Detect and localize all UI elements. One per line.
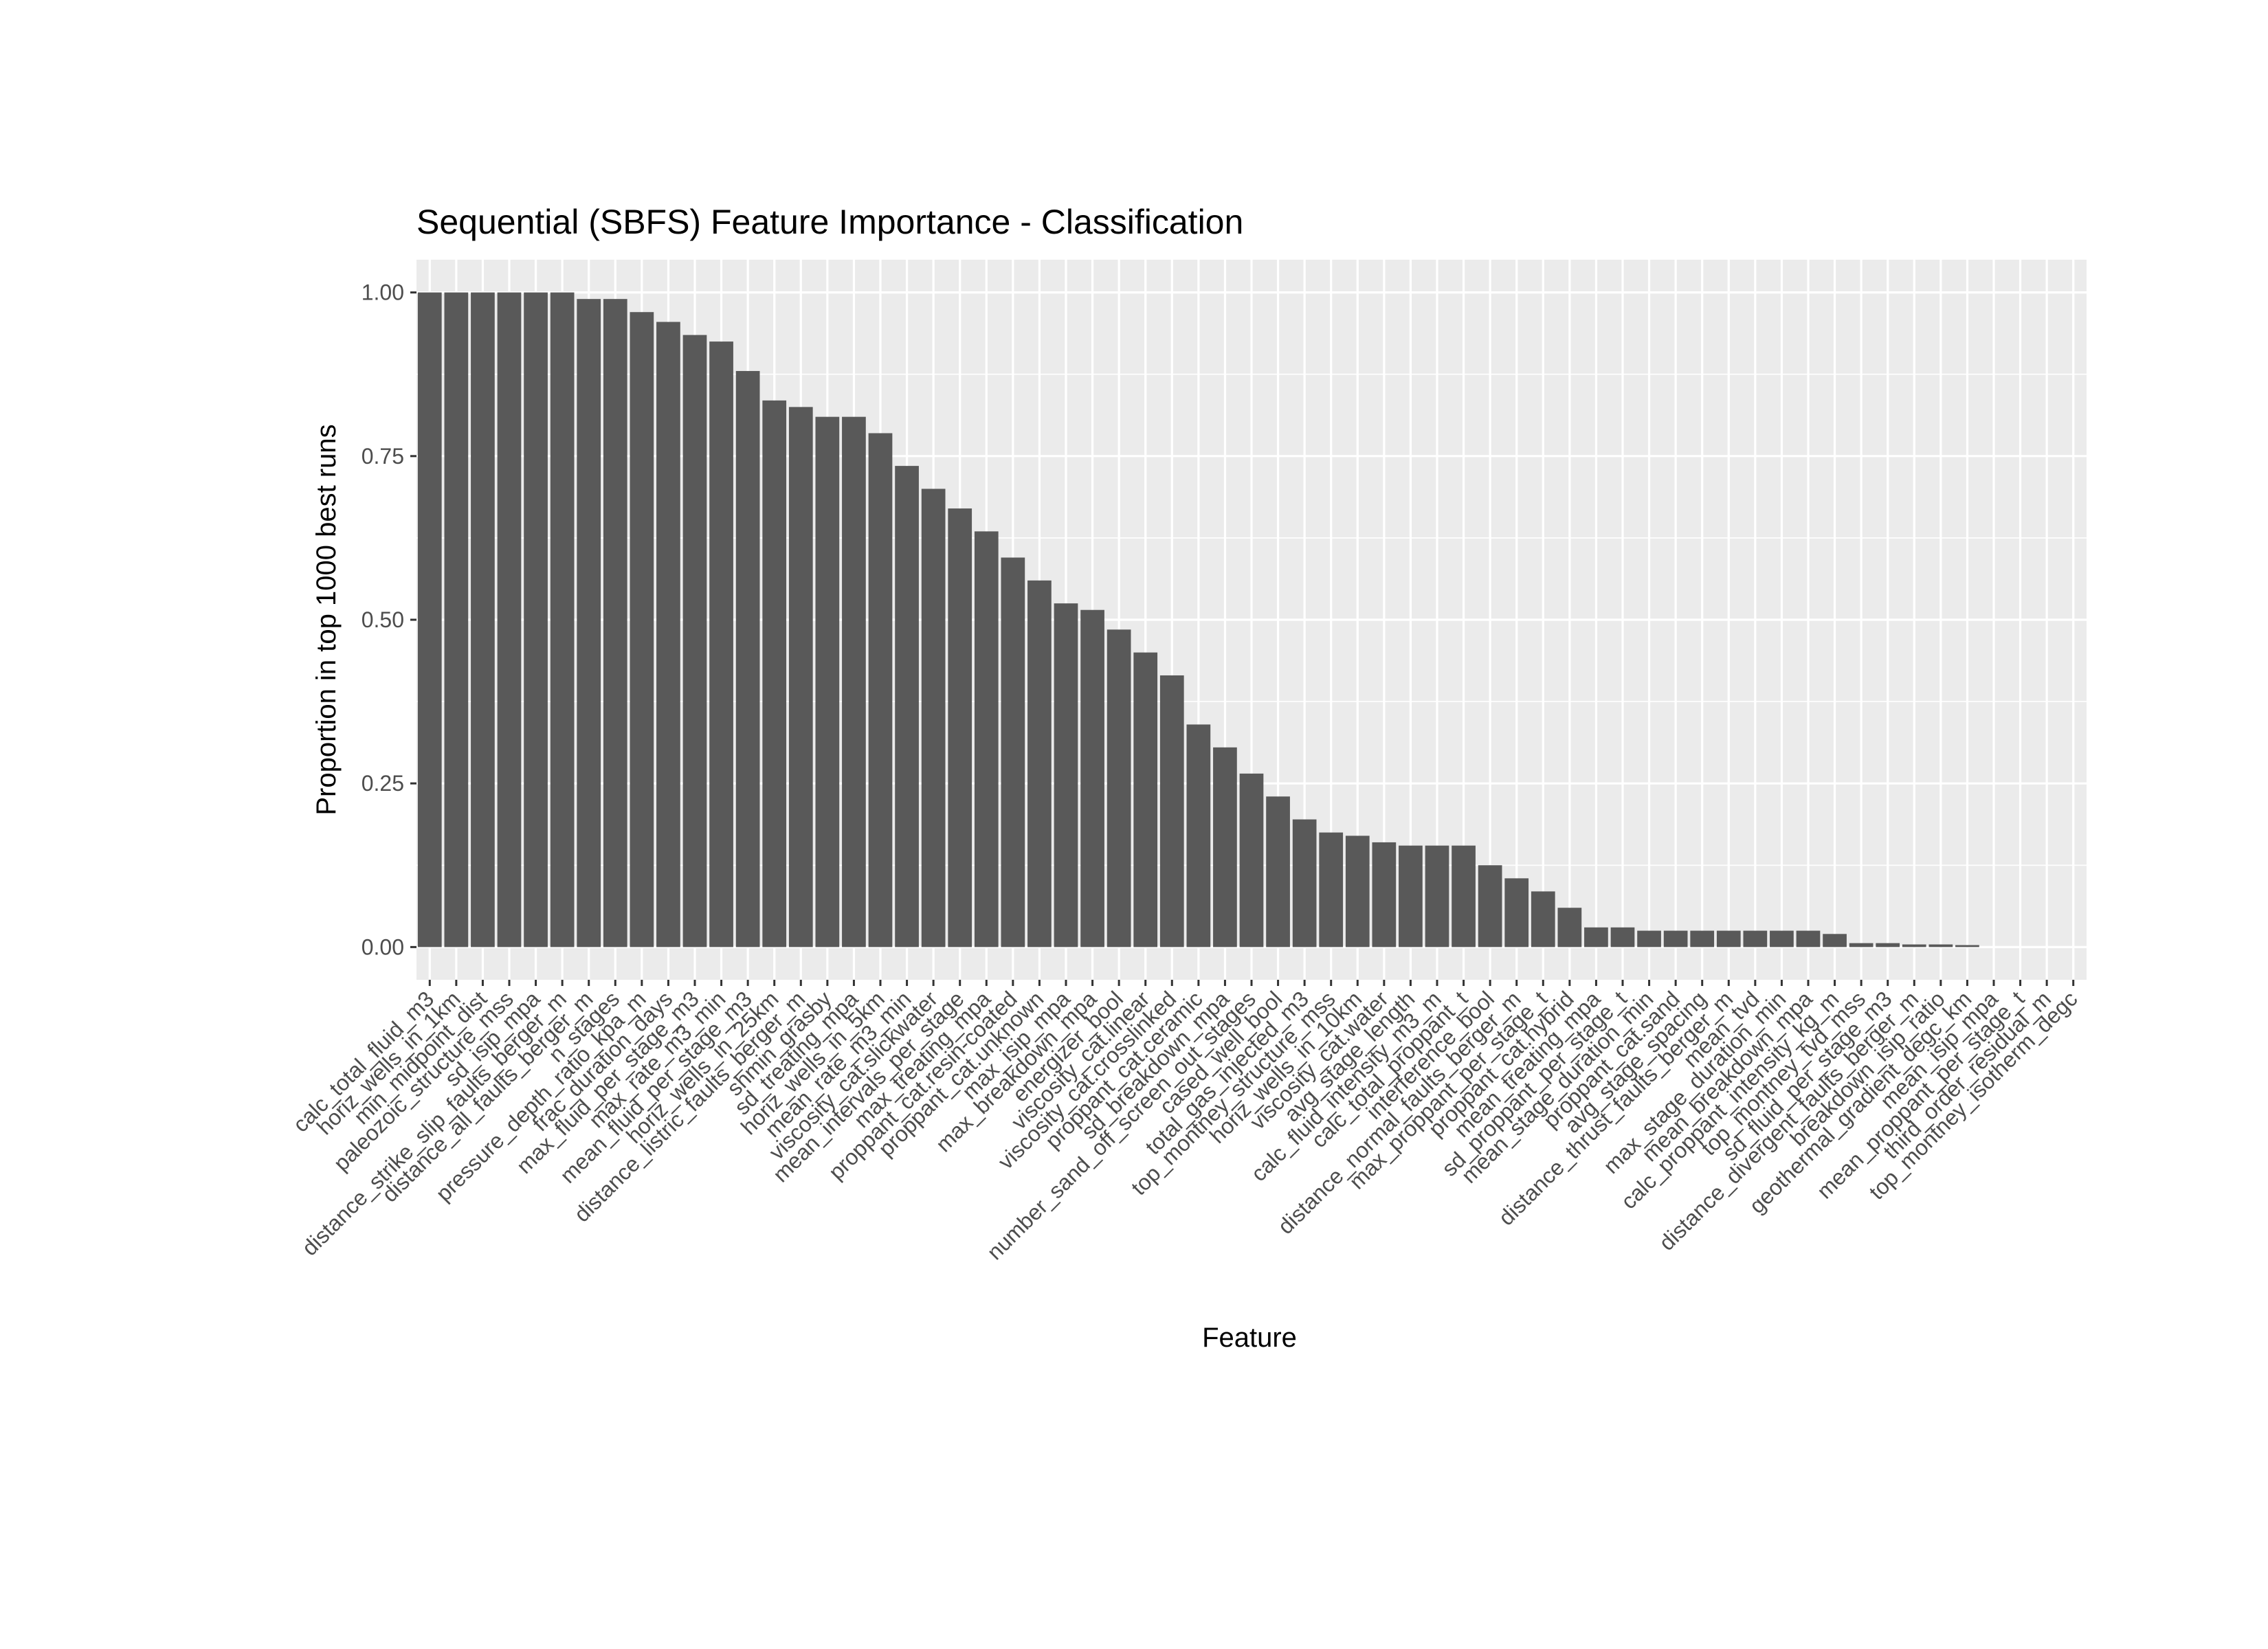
bar-mean_treating_mpa: [1584, 927, 1608, 947]
bar-sd_isip_mpa: [524, 292, 548, 947]
bar-horiz_wells_in_5km: [868, 433, 893, 947]
bar-calc_total_proppant_t: [1452, 845, 1476, 947]
y-axis-ticks: 0.00 0.25 0.50 0.75 1.00: [362, 280, 416, 959]
bar-paleozoic_structure_mss: [497, 292, 522, 947]
bar-proppant_cat.hybrid: [1557, 908, 1582, 947]
bar-calc_fluid_intensity_m3_m: [1425, 845, 1449, 947]
bar-geothermal_gradient_degc_km: [1955, 945, 1979, 947]
bar-proppant_cat.ceramic: [1186, 724, 1211, 947]
y-tick-label: 0.00: [362, 934, 404, 959]
bar-breakdown_isip_ratio: [1928, 944, 1953, 947]
y-tick-label: 0.25: [362, 771, 404, 796]
bar-energizer_bool: [1107, 629, 1131, 947]
bar-avg_stage_spacing: [1690, 930, 1715, 947]
bar-proppant_cat.resin-coated: [1001, 557, 1025, 947]
bar-mean_stage_duration_min: [1637, 930, 1661, 947]
bar-distance_listric_faults_berger_m: [788, 407, 813, 947]
bar-top_montney_structure_mss: [1319, 832, 1344, 947]
bar-calc_proppant_intensity_kg_m: [1823, 934, 1847, 947]
bar-max_rate_m3_min: [709, 341, 733, 947]
bar-distance_all_faults_berger_m: [577, 299, 601, 947]
bar-sd_treating_mpa: [842, 416, 866, 947]
bar-proppant_cat.unknown: [1027, 580, 1052, 947]
bar-number_sand_off_screen_out_stages: [1239, 773, 1264, 947]
bar-mean_fluid_per_stage_m3: [735, 370, 760, 947]
bar-max_stage_duration_min: [1770, 930, 1794, 947]
bar-mean_tvd: [1743, 930, 1768, 947]
bar-min_midpoint_dist: [471, 292, 495, 947]
bars-group: [417, 292, 1979, 947]
bar-total_gas_injected_m3: [1292, 819, 1317, 947]
bar-horiz_wells_in_1km: [444, 292, 469, 947]
bar-mean_rate_m3_min: [895, 466, 919, 947]
bar-distance_strike_slip_faults_berger_m: [550, 292, 575, 947]
bar-calc_total_fluid_m3: [417, 292, 442, 947]
bar-viscosity_cat.slickwater: [921, 489, 946, 947]
bar-distance_divergent_faults_berger_m: [1902, 944, 1926, 947]
y-tick-label: 0.75: [362, 444, 404, 469]
bar-distance_normal_faults_berger_m: [1504, 878, 1529, 947]
y-axis-title: Proportion in top 1000 best runs: [311, 424, 342, 815]
bar-frac_duration_days: [656, 322, 680, 947]
bar-sd_breakdown_mpa: [1213, 747, 1237, 947]
bar-avg_stage_length: [1399, 845, 1423, 947]
bar-proppant_cat.sand: [1663, 930, 1688, 947]
x-axis-title: Feature: [1202, 1323, 1297, 1353]
bar-max_isip_mpa: [1054, 603, 1078, 947]
bar-max_breakdown_mpa: [1080, 609, 1104, 947]
y-tick-label: 1.00: [362, 280, 404, 305]
bar-distance_thrust_faults_berger_m: [1716, 930, 1741, 947]
bar-max_treating_mpa: [974, 531, 999, 947]
bar-horiz_wells_in_10km: [1345, 835, 1370, 947]
bar-top_montney_tvd_mss: [1849, 943, 1874, 947]
bar-max_proppant_per_stage_t: [1531, 891, 1555, 947]
bar-interference_bool: [1478, 865, 1502, 947]
bar-max_fluid_per_stage_m3: [682, 335, 707, 947]
bar-mean_breakdown_mpa: [1796, 930, 1821, 947]
bar-sd_fluid_per_stage_m3: [1876, 943, 1900, 947]
bar-viscosity_cat.water: [1372, 842, 1397, 947]
bar-viscosity_cat.crosslinked: [1159, 675, 1184, 947]
bar-viscosity_cat.linear: [1133, 652, 1158, 947]
bar-horiz_wells_in_25km: [762, 400, 787, 947]
bar-cased_well_bool: [1266, 796, 1290, 947]
y-tick-label: 0.50: [362, 607, 404, 632]
bar-mean_intervals_per_stage: [948, 508, 972, 947]
bar-shmin_grasby: [815, 416, 840, 947]
bar-n_stages: [603, 299, 627, 947]
x-axis-ticks: calc_total_fluid_m3horiz_wells_in_1kmmin…: [288, 980, 2082, 1264]
bar-sd_proppant_per_stage_t: [1610, 927, 1635, 947]
chart-title: Sequential (SBFS) Feature Importance - C…: [416, 203, 1243, 241]
bar-pressure_depth_ratio_kpa_m: [630, 312, 654, 947]
